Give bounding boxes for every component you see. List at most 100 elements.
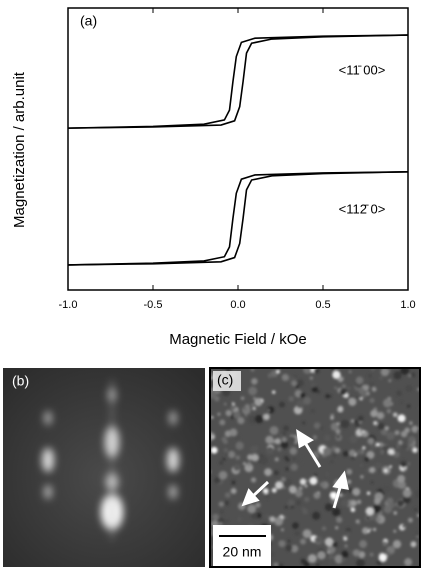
speckle <box>414 529 420 537</box>
magnetization-curve <box>67 171 409 266</box>
speckle <box>350 419 355 423</box>
magnetization-curve <box>67 171 409 266</box>
speckle <box>370 409 378 418</box>
speckle <box>379 376 383 380</box>
speckle <box>270 524 275 529</box>
speckle <box>400 368 410 375</box>
speckle <box>366 450 375 459</box>
speckle <box>359 397 363 401</box>
speckle <box>360 464 363 467</box>
speckle <box>267 406 275 414</box>
speckle <box>336 435 340 439</box>
speckle <box>336 516 343 523</box>
speckle <box>237 517 242 522</box>
speckle <box>285 544 293 552</box>
x-axis-label: Magnetic Field / kOe <box>169 331 307 348</box>
image-frame <box>209 367 421 568</box>
scale-bar-label: 20 nm <box>223 544 262 560</box>
speckle <box>344 544 348 548</box>
speckle <box>349 435 358 444</box>
speckle <box>329 459 334 464</box>
speckle <box>283 425 290 432</box>
speckle <box>285 467 289 471</box>
speckle <box>313 368 320 374</box>
speckle <box>402 495 411 504</box>
arrow-head <box>241 488 260 507</box>
speckle <box>289 447 298 455</box>
speckle <box>356 499 362 505</box>
speckle <box>348 397 357 406</box>
speckle <box>227 450 236 459</box>
speckle <box>367 437 375 445</box>
speckle <box>334 447 341 454</box>
arrow <box>302 440 322 468</box>
speckle <box>306 479 309 482</box>
speckle <box>244 414 248 417</box>
speckle <box>388 369 391 372</box>
scale-bar-box <box>213 525 271 567</box>
speckle <box>280 528 285 532</box>
speckle <box>341 557 346 562</box>
speckle <box>276 369 280 374</box>
direction-label: <112̄ 0> <box>339 201 386 216</box>
speckle <box>363 380 369 386</box>
speckle <box>367 527 371 530</box>
speckle <box>296 399 305 409</box>
speckle <box>254 398 263 407</box>
speckle <box>392 388 397 394</box>
arrow-head <box>296 429 314 449</box>
speckle <box>272 390 276 394</box>
speckle <box>413 507 418 512</box>
speckle <box>287 499 295 507</box>
speckle <box>210 446 218 454</box>
speckle <box>233 463 241 471</box>
speckle <box>312 511 321 520</box>
speckle <box>212 478 215 481</box>
speckle <box>219 509 225 515</box>
speckle <box>387 448 395 456</box>
speckle <box>324 537 334 547</box>
speckle <box>368 381 375 388</box>
panel-label: (a) <box>80 13 97 29</box>
speckle <box>405 384 413 393</box>
speckle <box>322 447 332 456</box>
speckle <box>386 408 392 414</box>
magnetization-curve <box>67 34 409 129</box>
speckle <box>254 414 264 424</box>
speckle <box>221 436 227 442</box>
speckle <box>270 370 278 378</box>
speckle <box>380 428 388 436</box>
speckle <box>379 553 388 562</box>
speckle <box>230 405 236 410</box>
speckle <box>247 461 252 467</box>
speckle <box>309 476 318 485</box>
speckle <box>290 463 298 471</box>
speckle <box>244 463 254 473</box>
speckle <box>313 491 321 499</box>
speckle <box>358 388 366 395</box>
speckle <box>369 528 372 531</box>
speckle <box>334 410 344 419</box>
speckle <box>385 551 391 557</box>
speckle <box>357 449 363 455</box>
speckle <box>332 507 341 517</box>
speckle <box>288 396 295 402</box>
speckle <box>378 442 384 447</box>
speckle <box>334 386 337 390</box>
speckle <box>269 516 276 523</box>
speckle <box>300 392 306 398</box>
panel-label: (b) <box>12 373 29 389</box>
speckle <box>293 455 303 465</box>
speckle <box>403 468 407 472</box>
speckle <box>380 368 390 377</box>
speckle <box>357 415 364 422</box>
speckle <box>356 558 365 567</box>
speckle <box>262 488 269 494</box>
speckle <box>384 469 388 473</box>
speckle <box>388 379 392 383</box>
arrow-head <box>332 470 349 490</box>
speckle <box>265 514 270 519</box>
speckle <box>412 447 418 453</box>
speckle <box>332 370 341 379</box>
speckle <box>338 493 342 497</box>
